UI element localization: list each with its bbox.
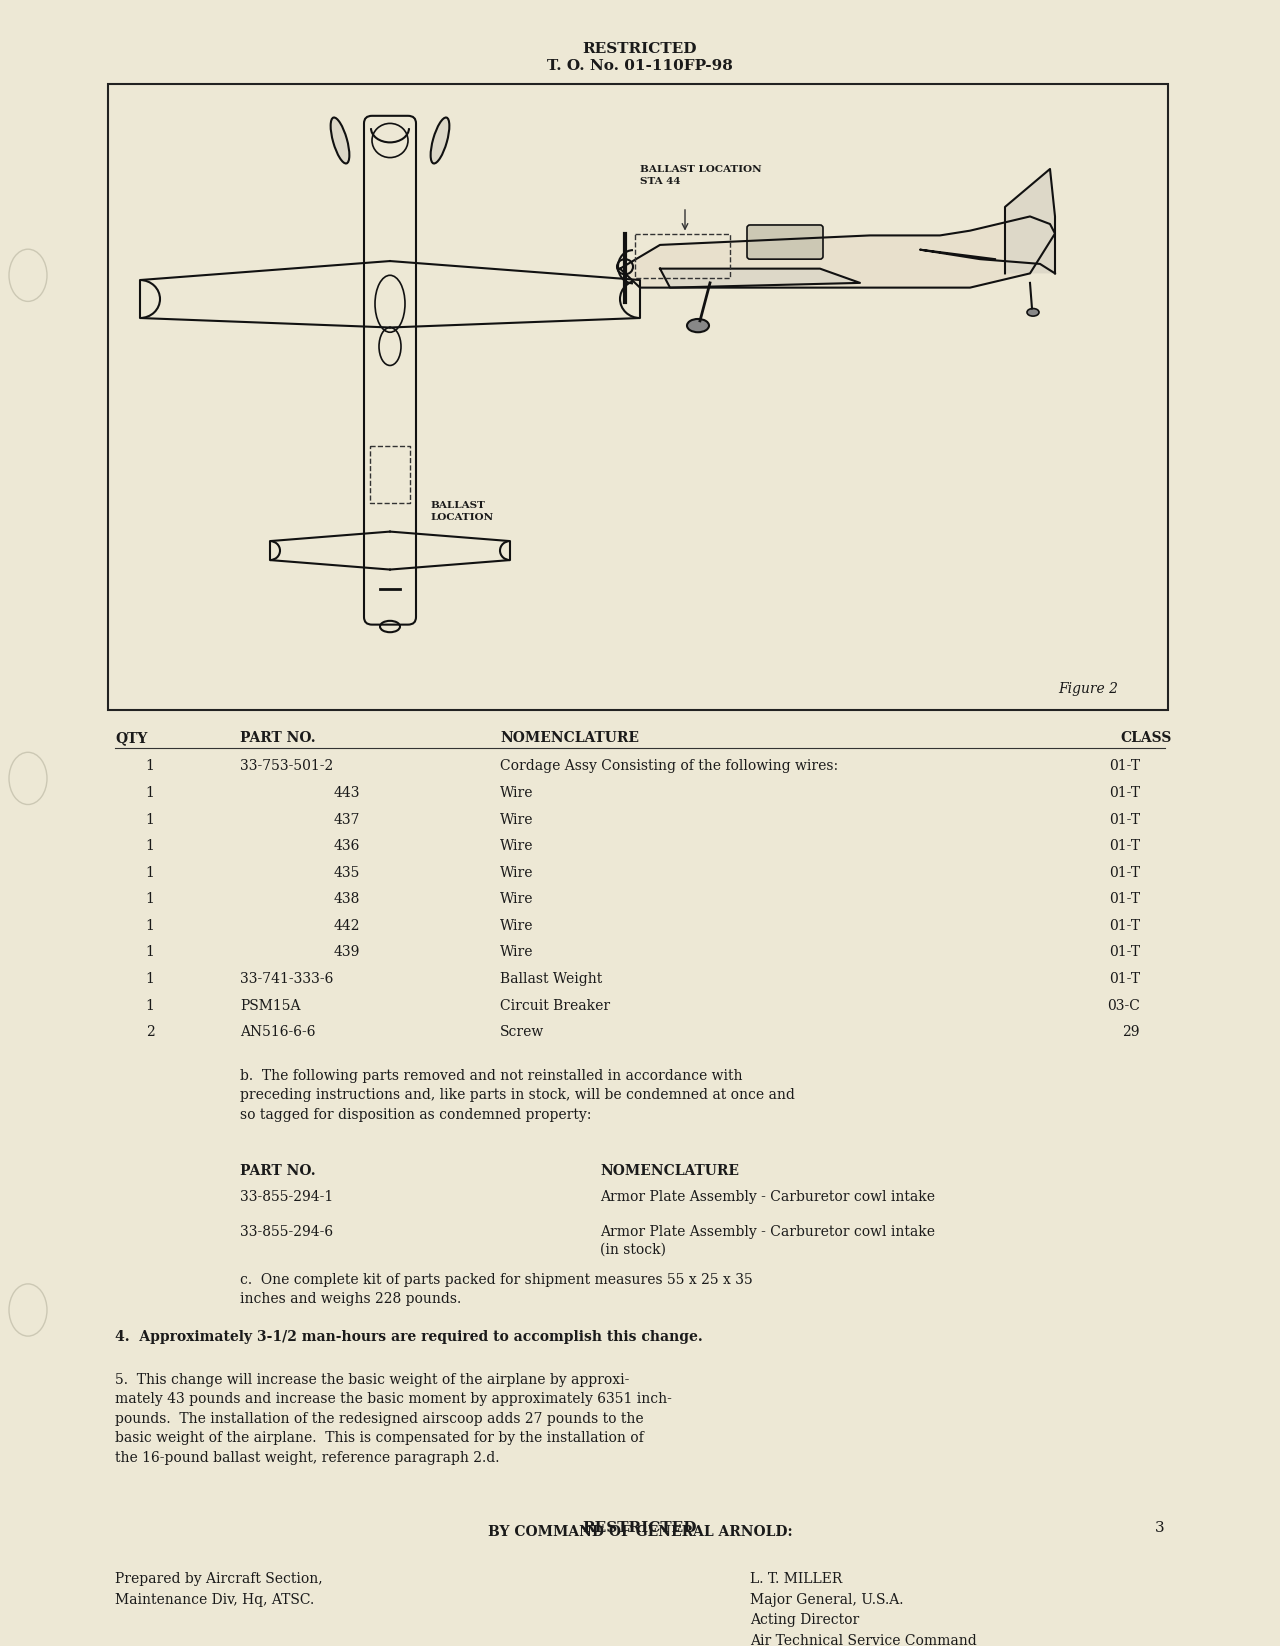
Text: Wire: Wire: [500, 787, 534, 800]
Bar: [108, 84, 1169, 709]
Text: 01-T: 01-T: [1108, 813, 1140, 826]
Text: 1: 1: [146, 787, 155, 800]
Text: 33-753-501-2: 33-753-501-2: [241, 759, 333, 774]
Text: 33-855-294-1: 33-855-294-1: [241, 1190, 333, 1205]
Ellipse shape: [687, 319, 709, 332]
Text: 1: 1: [146, 973, 155, 986]
Text: PART NO.: PART NO.: [241, 731, 316, 746]
Ellipse shape: [9, 1284, 47, 1337]
Text: BALLAST LOCATION
STA 44: BALLAST LOCATION STA 44: [640, 165, 762, 186]
Text: c.  One complete kit of parts packed for shipment measures 55 x 25 x 35
inches a: c. One complete kit of parts packed for …: [241, 1272, 753, 1307]
Text: 1: 1: [146, 759, 155, 774]
Text: Screw: Screw: [500, 1025, 544, 1039]
Text: BALLAST
LOCATION: BALLAST LOCATION: [430, 502, 493, 522]
Text: 435: 435: [334, 866, 360, 879]
Text: 4.  Approximately 3-1/2 man-hours are required to accomplish this change.: 4. Approximately 3-1/2 man-hours are req…: [115, 1330, 703, 1343]
Text: BY COMMAND OF GENERAL ARNOLD:: BY COMMAND OF GENERAL ARNOLD:: [488, 1524, 792, 1539]
Text: Prepared by Aircraft Section,
Maintenance Div, Hq, ATSC.: Prepared by Aircraft Section, Maintenanc…: [115, 1572, 323, 1606]
Text: 01-T: 01-T: [1108, 866, 1140, 879]
Text: Ballast Weight: Ballast Weight: [500, 973, 603, 986]
Text: 442: 442: [334, 918, 360, 933]
Text: Wire: Wire: [500, 918, 534, 933]
Text: 33-741-333-6: 33-741-333-6: [241, 973, 333, 986]
Text: 5.  This change will increase the basic weight of the airplane by approxi-
matel: 5. This change will increase the basic w…: [115, 1373, 672, 1465]
Text: Wire: Wire: [500, 866, 534, 879]
Text: 3: 3: [1156, 1521, 1165, 1536]
Text: NOMENCLATURE: NOMENCLATURE: [600, 1164, 739, 1179]
Ellipse shape: [1027, 308, 1039, 316]
Text: 1: 1: [146, 866, 155, 879]
Text: Wire: Wire: [500, 839, 534, 853]
Text: Cordage Assy Consisting of the following wires:: Cordage Assy Consisting of the following…: [500, 759, 838, 774]
Text: 1: 1: [146, 892, 155, 907]
Polygon shape: [620, 216, 1055, 288]
Text: 01-T: 01-T: [1108, 839, 1140, 853]
Text: PSM15A: PSM15A: [241, 999, 301, 1012]
Text: NOMENCLATURE: NOMENCLATURE: [500, 731, 639, 746]
Text: 29: 29: [1123, 1025, 1140, 1039]
Ellipse shape: [9, 249, 47, 301]
Text: Circuit Breaker: Circuit Breaker: [500, 999, 611, 1012]
Text: 01-T: 01-T: [1108, 759, 1140, 774]
Text: Armor Plate Assembly - Carburetor cowl intake
(in stock): Armor Plate Assembly - Carburetor cowl i…: [600, 1225, 934, 1258]
Text: 01-T: 01-T: [1108, 945, 1140, 960]
Text: 33-855-294-6: 33-855-294-6: [241, 1225, 333, 1238]
Polygon shape: [1005, 170, 1055, 273]
Text: 443: 443: [334, 787, 360, 800]
Text: 2: 2: [146, 1025, 155, 1039]
Ellipse shape: [9, 752, 47, 805]
Text: L. T. MILLER
Major General, U.S.A.
Acting Director
Air Technical Service Command: L. T. MILLER Major General, U.S.A. Actin…: [750, 1572, 977, 1646]
Text: 01-T: 01-T: [1108, 973, 1140, 986]
Text: 1: 1: [146, 999, 155, 1012]
Text: 03-C: 03-C: [1107, 999, 1140, 1012]
Text: Armor Plate Assembly - Carburetor cowl intake: Armor Plate Assembly - Carburetor cowl i…: [600, 1190, 934, 1205]
Text: Figure 2: Figure 2: [1059, 681, 1117, 696]
Text: AN516-6-6: AN516-6-6: [241, 1025, 315, 1039]
Polygon shape: [920, 250, 1055, 273]
Text: 438: 438: [334, 892, 360, 907]
Text: 436: 436: [334, 839, 360, 853]
Text: RESTRICTED: RESTRICTED: [582, 43, 698, 56]
Text: 01-T: 01-T: [1108, 892, 1140, 907]
FancyBboxPatch shape: [748, 226, 823, 258]
Text: T. O. No. 01-110FP-98: T. O. No. 01-110FP-98: [547, 59, 733, 74]
Text: b.  The following parts removed and not reinstalled in accordance with
preceding: b. The following parts removed and not r…: [241, 1068, 795, 1123]
Text: 437: 437: [334, 813, 360, 826]
Ellipse shape: [430, 117, 449, 163]
Text: Wire: Wire: [500, 945, 534, 960]
Text: RESTRICTED: RESTRICTED: [582, 1521, 698, 1536]
Text: Wire: Wire: [500, 813, 534, 826]
Text: PART NO.: PART NO.: [241, 1164, 316, 1179]
Text: 1: 1: [146, 813, 155, 826]
Text: 1: 1: [146, 918, 155, 933]
Text: QTY: QTY: [115, 731, 147, 746]
Text: 439: 439: [334, 945, 360, 960]
Text: 1: 1: [146, 839, 155, 853]
Text: Wire: Wire: [500, 892, 534, 907]
Text: 01-T: 01-T: [1108, 918, 1140, 933]
Ellipse shape: [330, 117, 349, 163]
Text: 1: 1: [146, 945, 155, 960]
Polygon shape: [660, 268, 860, 288]
Text: 01-T: 01-T: [1108, 787, 1140, 800]
Text: CLASS: CLASS: [1120, 731, 1171, 746]
